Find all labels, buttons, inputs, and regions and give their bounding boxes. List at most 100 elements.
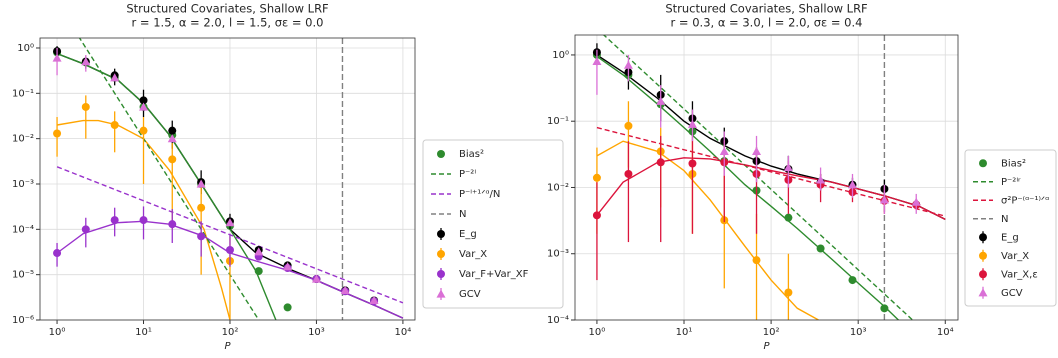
point [783, 163, 793, 172]
point [168, 126, 177, 135]
y-tick-label: 10⁻⁶ [12, 315, 34, 326]
legend-marker [437, 270, 445, 278]
point [283, 262, 293, 271]
point [752, 146, 762, 156]
y-tick-label: 10⁻¹ [12, 88, 34, 99]
plot-frame [39, 37, 416, 321]
y-tick-label: 10⁻² [12, 134, 34, 145]
point [623, 60, 633, 69]
point [168, 220, 177, 229]
legend-label: P⁻²ˡʳ [1001, 177, 1021, 188]
x-tick-label: 10⁴ [395, 327, 412, 338]
point [311, 274, 321, 283]
x-tick-label: 10³ [308, 327, 325, 338]
point [880, 304, 889, 313]
point [283, 303, 292, 312]
point [139, 216, 148, 225]
x-tick-label: 10² [763, 327, 780, 338]
legend-label: Bias² [459, 149, 484, 160]
point [656, 158, 665, 167]
x-axis-label: P [763, 341, 770, 352]
chart-subtitle: r = 0.3, α = 3.0, l = 2.0, σε = 0.4 [671, 16, 863, 30]
legend-label: Var_X,ε [1001, 269, 1038, 280]
point [139, 102, 149, 111]
y-tick-label: 10⁻⁵ [12, 270, 34, 281]
x-tick-label: 10¹ [676, 327, 693, 338]
legend-marker [436, 289, 446, 298]
point [110, 121, 119, 130]
point [53, 249, 62, 258]
legend-label: P⁻²ˡ [459, 169, 476, 180]
y-tick-label: 10⁻³ [547, 249, 569, 260]
legend-label: GCV [1001, 288, 1023, 299]
point [592, 56, 602, 65]
legend-label: P⁻ˡ⁺¹ᐟᵅ/N [459, 189, 500, 200]
point [225, 218, 235, 227]
point [784, 213, 793, 222]
y-tick-label: 10⁻¹ [547, 116, 569, 127]
legend-marker [979, 270, 987, 279]
point [369, 295, 379, 305]
legend-marker [437, 230, 445, 238]
point [784, 288, 793, 297]
legend-marker [979, 159, 987, 168]
x-tick-label: 10⁰ [49, 327, 66, 338]
point [139, 126, 148, 135]
point [81, 102, 90, 111]
point [139, 96, 148, 105]
point [816, 244, 825, 253]
y-tick-label: 10⁻² [547, 182, 569, 193]
point [816, 175, 826, 184]
point [168, 155, 177, 164]
point [656, 96, 666, 105]
point [254, 267, 263, 276]
point [254, 247, 264, 256]
legend-marker [437, 150, 445, 158]
scaling-line [78, 38, 260, 320]
point [847, 180, 857, 189]
y-tick-label: 10⁰ [17, 43, 34, 54]
x-tick-label: 10² [222, 327, 239, 338]
point [52, 53, 62, 62]
x-tick-label: 10⁴ [937, 327, 954, 338]
point [81, 225, 90, 234]
legend: Bias² P⁻²ˡʳ σ²P⁻⁽ᵅ⁻¹⁾ᐟᵅ N E_g Var_X Var_X,ε GCV [964, 149, 1057, 307]
point [81, 57, 91, 66]
legend-marker [437, 250, 445, 258]
point [225, 245, 234, 254]
legend-box [422, 139, 564, 309]
legend-marker [979, 251, 987, 260]
point [879, 195, 889, 204]
point [624, 121, 633, 130]
theory-curve [596, 55, 900, 320]
point [167, 134, 177, 143]
chart-title: Structured Covariates, Shallow LRF [126, 2, 328, 16]
point [752, 256, 761, 265]
legend-label: E_g [459, 229, 477, 240]
legend-label: GCV [459, 289, 481, 300]
legend-label: N [459, 209, 466, 220]
point [911, 197, 921, 206]
plot-area [52, 38, 404, 320]
x-tick-label: 10³ [850, 327, 867, 338]
point [340, 285, 350, 294]
legend-marker [979, 233, 987, 242]
legend-label: E_g [1001, 232, 1019, 243]
x-tick-label: 10⁰ [589, 327, 606, 338]
scaling-line [602, 35, 914, 320]
legend-label: σ²P⁻⁽ᵅ⁻¹⁾ᐟᵅ [1001, 195, 1049, 206]
legend-label: Bias² [1001, 158, 1026, 169]
legend-box [964, 149, 1057, 307]
point [592, 211, 601, 220]
legend: Bias² P⁻²ˡ P⁻ˡ⁺¹ᐟᵅ/N N E_g Var_X Var_F+Var_XF G… [422, 139, 564, 309]
plot-area [592, 35, 946, 320]
point [719, 146, 729, 156]
point [197, 203, 206, 212]
plot-frame [574, 34, 959, 321]
point [624, 169, 633, 178]
point [110, 216, 119, 225]
legend-label: Var_X [1001, 251, 1029, 262]
legend-label: Var_X [459, 249, 487, 260]
y-tick-label: 10⁰ [552, 50, 569, 61]
